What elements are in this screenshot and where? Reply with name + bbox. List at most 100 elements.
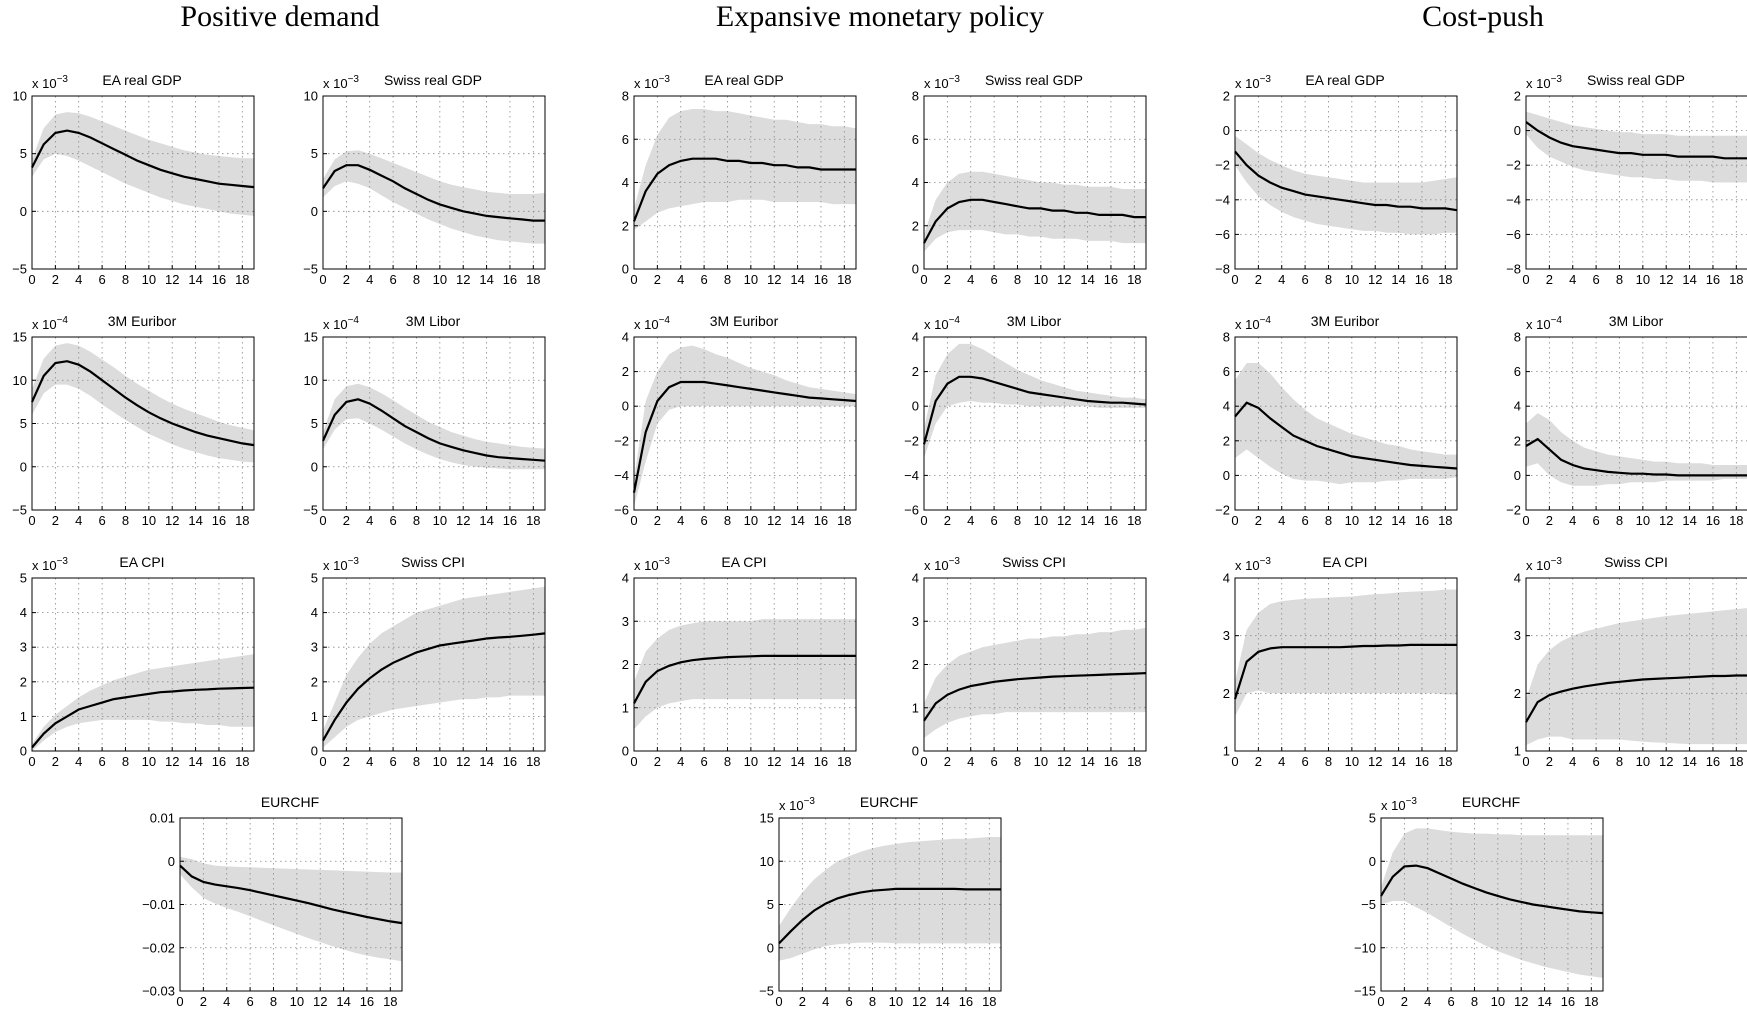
x-tick-label: 16 xyxy=(503,272,517,287)
x-tick-label: 18 xyxy=(235,272,249,287)
y-tick-label: 1 xyxy=(1514,744,1521,759)
x-tick-label: 10 xyxy=(744,754,758,769)
x-tick-label: 0 xyxy=(1377,994,1384,1009)
x-tick-label: 14 xyxy=(1391,754,1405,769)
multiplier-exponent: −3 xyxy=(659,556,671,567)
y-tick-label: −5 xyxy=(12,503,27,518)
x-tick-label: 2 xyxy=(52,754,59,769)
axis-multiplier: x 10−3 xyxy=(634,74,670,91)
x-tick-label: 16 xyxy=(212,513,226,528)
multiplier-exponent: −3 xyxy=(348,74,360,85)
axis-multiplier: x 10−3 xyxy=(32,556,68,573)
x-tick-label: 14 xyxy=(188,272,202,287)
x-tick-label: 12 xyxy=(165,272,179,287)
x-tick-label: 4 xyxy=(677,272,684,287)
x-tick-label: 16 xyxy=(1706,272,1720,287)
panel-title: Swiss CPI xyxy=(401,554,465,570)
y-tick-label: 4 xyxy=(622,330,629,345)
plot-frame xyxy=(1525,95,1747,270)
x-tick-label: 12 xyxy=(1057,513,1071,528)
panel-title: Swiss real GDP xyxy=(985,72,1083,88)
x-tick-label: 12 xyxy=(912,994,926,1009)
y-tick-label: 10 xyxy=(13,89,27,104)
y-tick-label: 5 xyxy=(767,897,774,912)
x-tick-label: 14 xyxy=(1682,754,1696,769)
plot-frame xyxy=(633,336,857,511)
x-tick-label: 4 xyxy=(967,272,974,287)
x-tick-label: 12 xyxy=(1659,272,1673,287)
x-tick-label: 10 xyxy=(142,513,156,528)
x-tick-label: 18 xyxy=(383,994,397,1009)
y-tick-label: 4 xyxy=(311,605,318,620)
x-tick-label: 4 xyxy=(366,513,373,528)
x-tick-label: 4 xyxy=(223,994,230,1009)
panel-title: EA CPI xyxy=(1322,554,1367,570)
y-tick-label: −0.02 xyxy=(142,940,175,955)
x-tick-label: 18 xyxy=(837,513,851,528)
y-tick-label: −8 xyxy=(1215,262,1230,277)
y-tick-label: 0.01 xyxy=(150,811,175,826)
y-tick-label: 2 xyxy=(20,674,27,689)
y-tick-label: −6 xyxy=(904,503,919,518)
median-line xyxy=(778,887,1001,945)
x-tick-label: 6 xyxy=(1447,994,1454,1009)
y-tick-label: 15 xyxy=(13,330,27,345)
x-tick-label: 2 xyxy=(944,272,951,287)
x-tick-label: 4 xyxy=(967,754,974,769)
y-tick-label: 4 xyxy=(1514,399,1521,414)
x-tick-label: 8 xyxy=(413,272,420,287)
axis-multiplier: x 10−4 xyxy=(924,315,960,332)
median-line xyxy=(1525,674,1747,723)
y-tick-label: 3 xyxy=(1514,628,1521,643)
irf-panel: 0 2 4 6 8 10 12 14 16 18 −6 −4 −2 0 2 4 3M Euribor x 10−4 xyxy=(614,313,857,528)
confidence-band xyxy=(1526,111,1747,183)
y-tick-label: 0 xyxy=(20,204,27,219)
y-tick-label: 5 xyxy=(20,416,27,431)
y-tick-label: 0 xyxy=(1223,123,1230,138)
plot-frame xyxy=(31,95,255,270)
panel-title: 3M Libor xyxy=(1007,313,1062,329)
x-tick-label: 2 xyxy=(200,994,207,1009)
axis-multiplier: x 10−4 xyxy=(1235,315,1271,332)
y-tick-label: 4 xyxy=(622,571,629,586)
x-tick-label: 16 xyxy=(1415,272,1429,287)
x-tick-label: 18 xyxy=(837,272,851,287)
x-tick-label: 18 xyxy=(1438,513,1452,528)
irf-panel: 0 2 4 6 8 10 12 14 16 18 0 2 4 6 8 Swiss real GDP x 10−3 xyxy=(912,72,1147,287)
panel-title: EA real GDP xyxy=(102,72,181,88)
x-tick-label: 0 xyxy=(176,994,183,1009)
x-tick-label: 8 xyxy=(122,272,129,287)
x-tick-label: 0 xyxy=(28,754,35,769)
x-tick-label: 2 xyxy=(1546,513,1553,528)
x-tick-label: 8 xyxy=(1616,272,1623,287)
x-tick-label: 8 xyxy=(1325,513,1332,528)
median-line xyxy=(633,654,856,704)
x-tick-label: 12 xyxy=(1368,754,1382,769)
y-tick-label: 2 xyxy=(1223,433,1230,448)
x-tick-label: 14 xyxy=(1080,754,1094,769)
x-tick-label: 10 xyxy=(1345,513,1359,528)
group-title-expansive-monetary-policy: Expansive monetary policy xyxy=(716,0,1044,33)
y-tick-label: 0 xyxy=(20,459,27,474)
y-tick-label: 2 xyxy=(1514,89,1521,104)
x-tick-label: 4 xyxy=(1278,754,1285,769)
panel-title: EURCHF xyxy=(860,794,918,810)
x-tick-label: 2 xyxy=(1401,994,1408,1009)
y-tick-label: −5 xyxy=(12,262,27,277)
x-tick-label: 8 xyxy=(1014,513,1021,528)
x-tick-label: 14 xyxy=(479,513,493,528)
y-tick-label: 2 xyxy=(912,218,919,233)
x-tick-label: 14 xyxy=(188,513,202,528)
y-tick-label: −2 xyxy=(904,433,919,448)
confidence-band xyxy=(1235,589,1457,717)
y-tick-label: 4 xyxy=(912,175,919,190)
median-line xyxy=(923,198,1146,244)
x-tick-label: 16 xyxy=(814,513,828,528)
confidence-band xyxy=(323,383,545,470)
x-tick-label: 10 xyxy=(1491,994,1505,1009)
y-tick-label: 1 xyxy=(311,709,318,724)
axis-multiplier: x 10−3 xyxy=(1526,74,1562,91)
x-tick-label: 18 xyxy=(1729,272,1743,287)
y-tick-label: −2 xyxy=(1506,503,1521,518)
